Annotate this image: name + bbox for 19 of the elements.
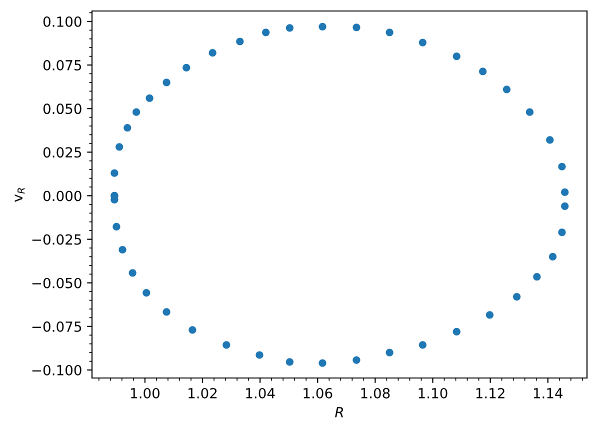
y-tick-label: −0.025 xyxy=(32,234,82,245)
y-tick-label: −0.075 xyxy=(32,321,82,332)
x-axis-title: R xyxy=(335,407,344,418)
x-tick-label: 1.04 xyxy=(246,388,275,398)
x-tick-label: 1.02 xyxy=(188,388,217,398)
y-tick-label: 0.050 xyxy=(43,104,82,114)
x-tick-label: 1.14 xyxy=(534,388,563,398)
y-tick-label: 0.075 xyxy=(43,60,82,70)
y-tick-label: −0.050 xyxy=(32,278,82,288)
x-tick-label: 1.00 xyxy=(131,388,160,398)
x-tick-label: 1.10 xyxy=(418,388,448,398)
x-tick-label: 1.12 xyxy=(476,388,504,398)
y-tick-label: 0.000 xyxy=(43,190,82,202)
y-tick-label: 0.025 xyxy=(43,147,82,158)
y-tick-label: −0.100 xyxy=(32,364,82,376)
x-tick-label: 1.06 xyxy=(304,388,332,398)
x-tick-label: 1.08 xyxy=(361,388,390,398)
y-tick-label: 0.100 xyxy=(43,16,82,27)
y-axis-title: v$_{R}$ xyxy=(14,188,25,202)
